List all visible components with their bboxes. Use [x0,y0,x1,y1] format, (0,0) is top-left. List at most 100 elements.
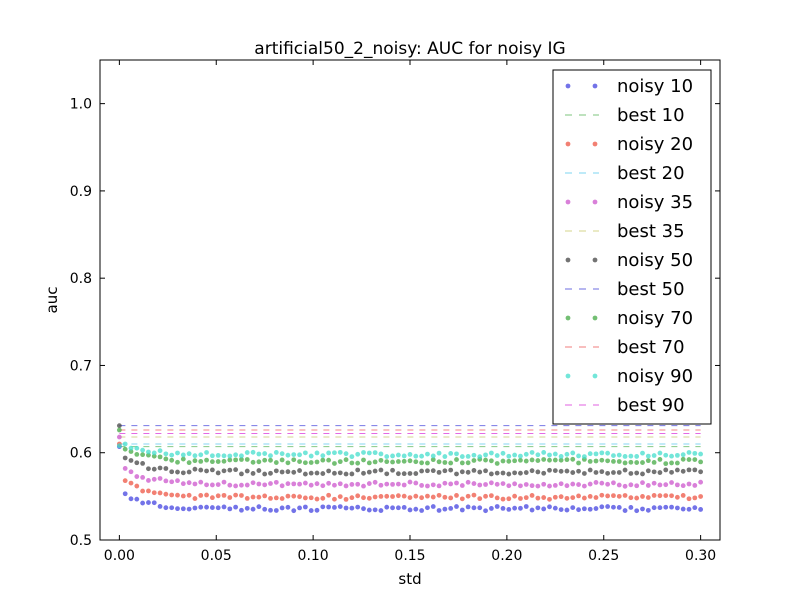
data-point-noisy-70 [570,456,576,462]
data-point-noisy-10 [535,505,541,511]
data-point-noisy-10 [616,505,622,510]
data-point-noisy-35 [558,481,564,487]
data-point-noisy-35 [454,480,459,486]
data-point-noisy-35 [407,479,413,485]
data-point-noisy-50 [378,467,384,473]
data-point-noisy-50 [180,470,186,476]
data-point-noisy-50 [122,455,128,461]
data-point-noisy-50 [250,471,256,476]
data-point-noisy-10 [273,508,279,513]
data-point-noisy-70 [285,460,291,466]
data-point-noisy-10 [308,508,314,513]
data-point-noisy-70 [657,457,663,462]
data-point-noisy-90 [227,453,233,459]
data-point-noisy-50 [262,471,268,477]
data-point-noisy-50 [599,469,605,475]
data-point-noisy-10 [599,504,605,510]
data-point-noisy-50 [541,470,547,476]
data-point-noisy-50 [361,470,366,476]
data-point-noisy-35 [192,481,198,487]
data-point-noisy-10 [483,508,488,514]
data-point-noisy-20 [279,496,285,501]
data-point-noisy-20 [146,488,151,494]
data-point-noisy-35 [256,481,262,487]
data-point-noisy-10 [180,506,186,512]
data-point-noisy-70 [297,459,302,465]
data-point-noisy-35 [332,482,337,488]
data-point-noisy-35 [186,480,192,486]
data-point-noisy-50 [314,470,320,476]
data-point-noisy-90 [425,451,430,457]
data-point-noisy-90 [471,452,477,458]
data-point-noisy-70 [273,460,279,465]
legend-label-noisy-35: noisy 35 [617,192,693,213]
data-point-noisy-20 [395,493,401,499]
data-point-noisy-35 [581,483,587,489]
data-point-noisy-20 [674,494,680,500]
data-point-noisy-20 [494,495,500,501]
data-point-noisy-50 [395,471,401,477]
data-point-noisy-20 [605,493,611,499]
data-point-noisy-70 [256,459,262,465]
data-point-noisy-35 [419,483,425,488]
data-point-noisy-50 [686,467,692,473]
data-point-noisy-10 [186,506,192,512]
data-point-noisy-20 [523,495,529,501]
data-point-noisy-90 [587,451,593,457]
data-point-noisy-70 [244,457,250,462]
data-point-noisy-70 [634,460,640,465]
data-point-noisy-50 [634,470,640,476]
data-point-noisy-50 [332,470,337,476]
data-point-noisy-70 [227,457,233,463]
data-point-noisy-20 [634,495,640,501]
data-point-noisy-20 [343,496,349,502]
data-point-noisy-10 [651,505,657,511]
data-point-noisy-35 [233,483,239,489]
data-point-noisy-50 [273,468,279,474]
legend-box [552,69,712,425]
data-point-noisy-35 [669,480,674,485]
legend-marker-noisy-70 [565,315,571,321]
data-point-noisy-20 [465,493,471,499]
data-point-noisy-70 [198,459,204,464]
data-point-noisy-35 [401,482,407,488]
data-point-noisy-10 [378,508,384,513]
data-point-noisy-10 [337,504,343,510]
data-point-noisy-70 [390,459,395,465]
axis-ticks: 0.00 0.05 0.10 0.15 0.20 0.25 0.30 0.5 0.6 0.7 0.8… [70,60,720,564]
y-tick-label: 0.5 [70,533,92,549]
data-point-noisy-20 [488,493,494,499]
data-point-noisy-35 [355,481,361,487]
data-point-noisy-50 [163,466,169,471]
data-point-noisy-20 [134,483,140,489]
data-point-noisy-50 [477,469,483,475]
data-point-noisy-35 [692,483,698,488]
data-point-noisy-35 [512,481,518,487]
data-point-noisy-50 [570,470,576,475]
data-point-noisy-70 [692,457,698,462]
data-point-noisy-10 [442,506,448,512]
data-point-noisy-50 [134,460,140,466]
data-point-noisy-20 [244,495,250,501]
data-point-noisy-35 [134,474,140,479]
data-point-noisy-20 [506,496,512,502]
data-point-noisy-20 [581,495,587,501]
data-point-noisy-90 [256,451,262,457]
data-point-noisy-10 [523,504,529,509]
data-point-noisy-90 [430,453,436,459]
data-point-noisy-35 [343,483,349,489]
data-point-noisy-50 [680,468,686,474]
data-point-noisy-50 [279,469,285,475]
data-point-noisy-35 [599,480,605,486]
data-point-noisy-20 [192,496,198,501]
data-point-noisy-10 [302,504,308,510]
data-point-noisy-50 [291,469,297,475]
data-point-noisy-70 [576,460,581,466]
data-point-noisy-90 [355,451,361,457]
data-point-noisy-90 [454,451,459,457]
data-point-noisy-50 [407,471,413,476]
data-point-noisy-50 [151,466,157,472]
data-point-noisy-35 [628,482,634,488]
data-point-noisy-90 [518,453,523,459]
data-point-noisy-10 [477,505,483,511]
